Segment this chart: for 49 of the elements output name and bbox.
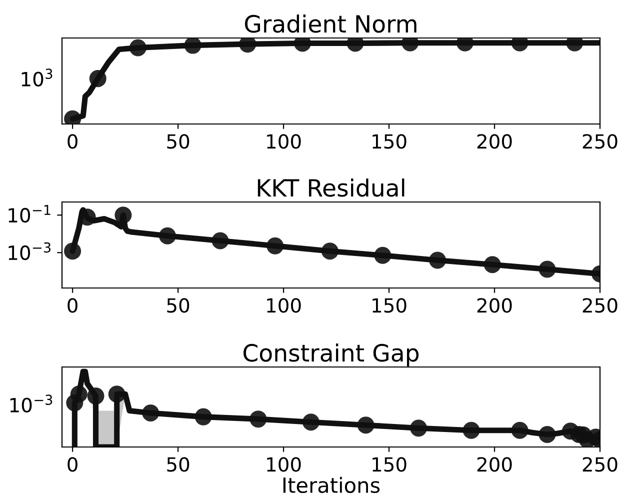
point <box>212 232 229 250</box>
point <box>87 388 104 405</box>
point <box>302 414 320 431</box>
point <box>266 237 284 254</box>
x-tick-label: 0 <box>68 134 78 149</box>
point <box>321 242 338 260</box>
x-tick-label: 250 <box>582 298 618 313</box>
point <box>158 227 176 244</box>
point <box>184 38 202 54</box>
point <box>374 246 392 264</box>
x-tick-label: 0 <box>68 298 78 313</box>
x-tick-label: 50 <box>167 134 190 149</box>
y-tick-label: 10$^{−1}$ <box>8 205 50 223</box>
point <box>250 410 267 428</box>
chart-title: KKT Residual <box>258 178 404 197</box>
x-tick-label: 50 <box>167 298 190 313</box>
x-tick-label: 150 <box>372 134 406 149</box>
x-tick-label: 100 <box>267 298 301 313</box>
x-tick-label: 150 <box>372 457 406 472</box>
point <box>484 256 501 274</box>
x-tick-label: 100 <box>267 134 301 149</box>
x-tick-label: 0 <box>68 457 78 472</box>
x-tick-label: 250 <box>582 134 618 149</box>
point <box>108 386 126 403</box>
x-axis-title: Iterations <box>283 476 380 494</box>
x-tick-label: 150 <box>372 298 406 313</box>
point <box>194 408 212 426</box>
point <box>429 252 446 269</box>
point <box>70 386 88 403</box>
point <box>410 420 428 437</box>
point <box>64 242 82 260</box>
x-tick-label: 200 <box>477 457 512 472</box>
point <box>538 260 556 278</box>
point <box>114 206 132 224</box>
point <box>129 39 146 56</box>
text: 10$^{3}$ <box>22 68 52 86</box>
x-tick-label: 200 <box>477 298 512 313</box>
x-tick-label: 200 <box>477 134 512 149</box>
x-tick-label: 250 <box>582 457 618 472</box>
x-tick-label: 50 <box>167 457 190 472</box>
chart-title: Constraint Gap <box>243 344 419 366</box>
point <box>511 422 528 439</box>
point <box>538 426 556 444</box>
point <box>357 416 374 434</box>
x-tick-label: 100 <box>267 457 301 472</box>
chart-title: Gradient Norm <box>244 14 416 33</box>
point <box>89 70 106 88</box>
point <box>462 422 480 439</box>
point <box>142 404 160 422</box>
